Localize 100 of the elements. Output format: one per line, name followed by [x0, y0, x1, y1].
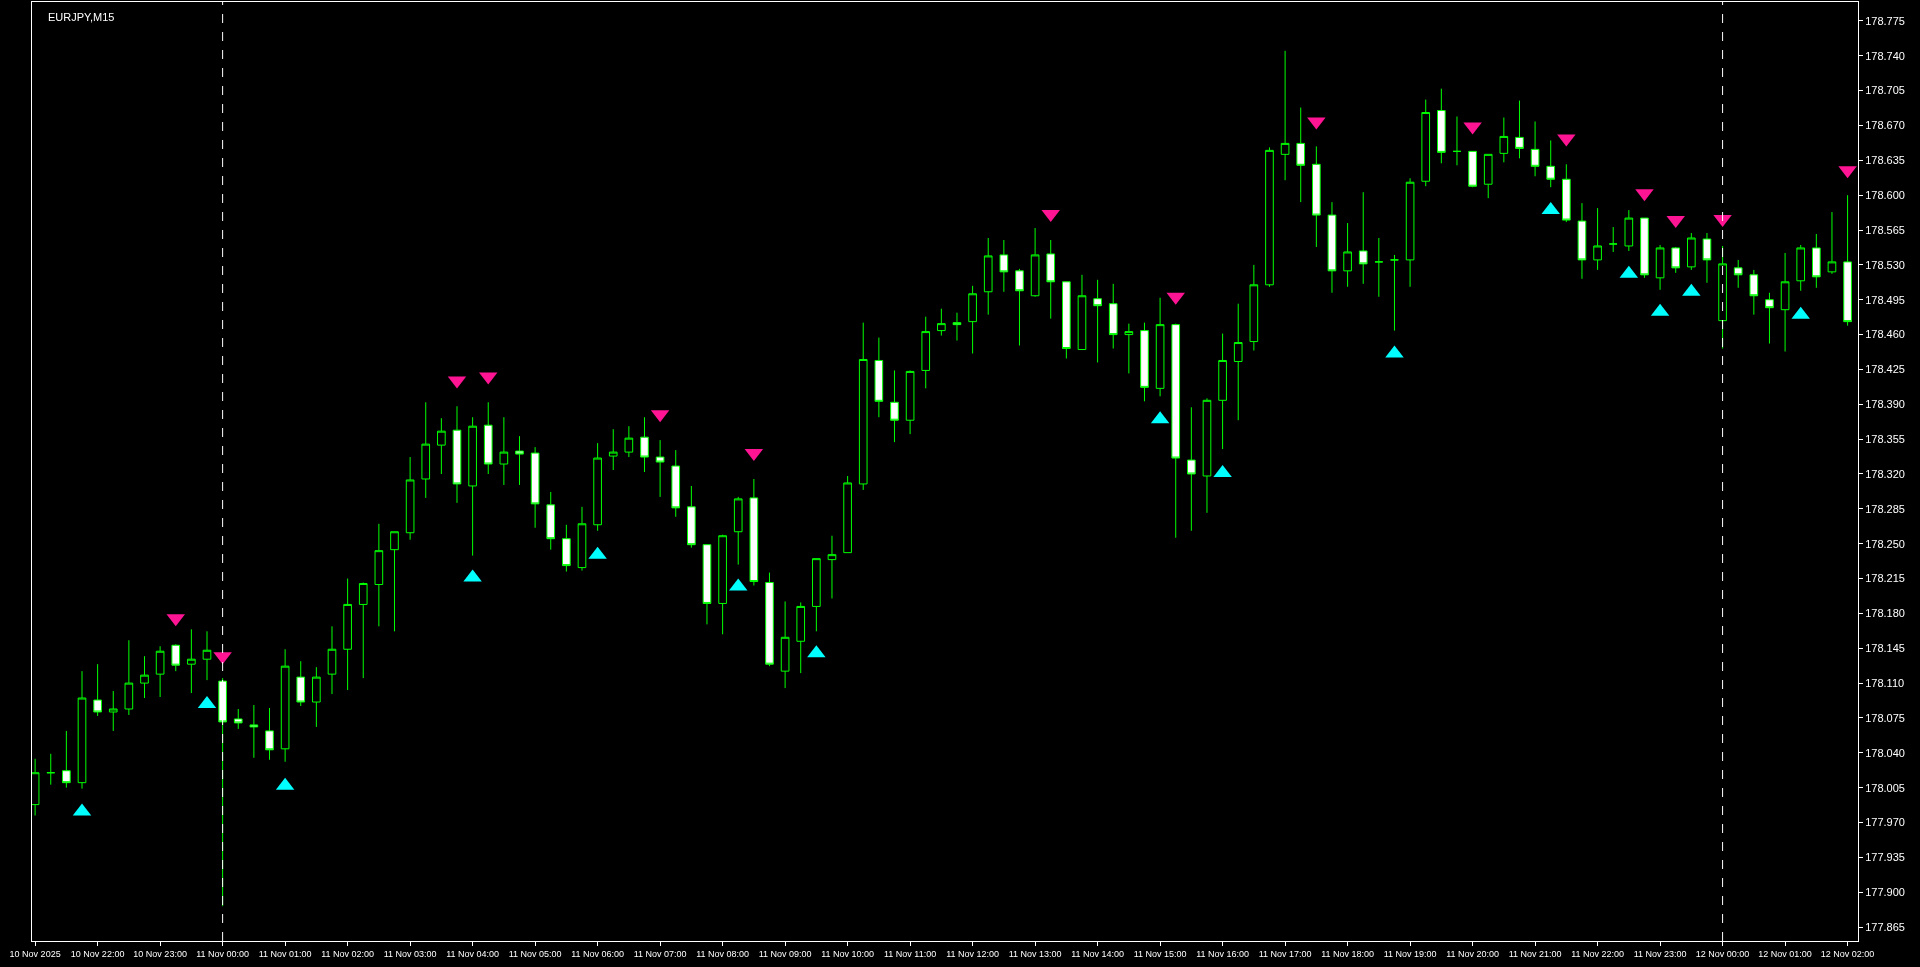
candlestick: [1358, 191, 1368, 285]
candlestick: [327, 625, 337, 695]
x-tick-label: 11 Nov 02:00: [321, 948, 375, 959]
y-tick-label: 178.425: [1865, 363, 1905, 376]
y-tick-label: 178.215: [1865, 572, 1905, 585]
candlestick: [718, 534, 727, 635]
candlestick: [1405, 177, 1415, 288]
candlestick: [1108, 283, 1118, 350]
candlestick: [952, 312, 962, 342]
candlestick: [874, 337, 884, 418]
candlestick: [593, 442, 602, 532]
candlestick: [1280, 50, 1290, 181]
candlestick: [1374, 237, 1384, 298]
candlestick: [812, 558, 821, 632]
candlestick: [483, 401, 493, 475]
y-tick-label: 178.635: [1865, 154, 1905, 167]
x-tick-label: 11 Nov 19:00: [1383, 948, 1437, 959]
candlestick: [1624, 209, 1634, 252]
y-tick-label: 178.775: [1865, 14, 1905, 27]
y-tick-label: 177.900: [1865, 886, 1905, 899]
x-tick-label: 11 Nov 21:00: [1508, 948, 1562, 959]
x-tick-label: 11 Nov 08:00: [696, 948, 750, 959]
candlestick: [640, 416, 649, 473]
candlestick: [546, 491, 556, 551]
candlestick: [280, 648, 290, 763]
candlestick: [671, 449, 681, 518]
candlestick: [1187, 406, 1196, 532]
candlestick: [1218, 333, 1227, 450]
x-tick-label: 12 Nov 01:00: [1758, 948, 1812, 959]
candlestick: [77, 670, 87, 790]
y-tick-label: 178.390: [1865, 398, 1905, 411]
candlestick: [1312, 145, 1321, 248]
candlestick: [624, 425, 634, 458]
x-tick-label: 11 Nov 18:00: [1321, 948, 1375, 959]
candlestick: [1655, 244, 1665, 291]
x-tick-label: 11 Nov 13:00: [1008, 948, 1062, 959]
candlestick: [1733, 259, 1743, 289]
x-tick-label: 11 Nov 05:00: [508, 948, 562, 959]
candlestick: [1343, 222, 1352, 288]
candlestick: [468, 416, 477, 557]
candlestick: [1812, 233, 1821, 289]
y-tick-label: 178.250: [1865, 537, 1905, 550]
candlestick: [530, 446, 540, 529]
candlestick: [1171, 323, 1181, 539]
candlestick: [905, 369, 915, 435]
y-tick-label: 178.565: [1865, 223, 1905, 236]
candlestick: [233, 708, 243, 730]
candlestick: [702, 544, 712, 625]
candlestick: [452, 405, 462, 504]
candlestick: [655, 439, 665, 498]
x-tick-label: 11 Nov 15:00: [1133, 948, 1187, 959]
y-tick-label: 178.355: [1865, 432, 1905, 445]
candlestick: [780, 600, 790, 689]
candlestick: [1827, 211, 1837, 275]
candlestick: [1780, 252, 1790, 353]
candlestick: [1327, 201, 1337, 294]
x-tick-label: 11 Nov 07:00: [633, 948, 687, 959]
candlestick: [1249, 264, 1259, 352]
y-tick-label: 177.865: [1865, 920, 1905, 933]
candlestick: [374, 523, 384, 627]
candlestick: [1765, 292, 1774, 345]
candlestick: [921, 316, 931, 389]
candlestick: [1546, 139, 1556, 188]
candlestick: [1608, 226, 1618, 253]
candlestick: [1046, 239, 1056, 320]
candlestick: [312, 666, 321, 728]
candlestick: [749, 478, 759, 587]
candlestick: [46, 753, 56, 786]
candlestick: [1202, 397, 1212, 514]
candlestick: [1390, 254, 1399, 332]
candlestick: [108, 690, 118, 732]
candlestick: [1077, 274, 1087, 351]
candlestick: [937, 308, 946, 337]
x-tick-label: 10 Nov 2025: [9, 948, 61, 959]
candlestick: [999, 239, 1009, 293]
y-tick-label: 178.180: [1865, 607, 1905, 620]
x-tick-label: 11 Nov 09:00: [758, 948, 812, 959]
candlestick: [1437, 88, 1446, 164]
candlestick: [1015, 268, 1024, 347]
y-tick-label: 178.075: [1865, 711, 1905, 724]
candlestick: [1577, 202, 1587, 280]
candlestick: [187, 628, 196, 694]
y-tick-label: 178.040: [1865, 746, 1905, 759]
candlestick: [1640, 217, 1649, 279]
candlestick: [796, 601, 806, 674]
candlestick: [1062, 281, 1071, 359]
candlestick: [124, 639, 134, 716]
candlestick: [140, 655, 149, 699]
x-tick-label: 11 Nov 11:00: [884, 948, 937, 959]
x-tick-label: 11 Nov 23:00: [1633, 948, 1687, 959]
candlestick: [983, 237, 993, 316]
y-tick-label: 178.005: [1865, 781, 1905, 794]
candlestick: [827, 535, 837, 599]
candlestick: [1515, 100, 1524, 159]
candlestick: [202, 630, 212, 681]
candlestick: [1671, 246, 1681, 274]
x-tick-label: 10 Nov 23:00: [133, 948, 187, 959]
candlestick: [155, 645, 165, 698]
candlestick: [171, 643, 181, 672]
x-tick-label: 11 Nov 04:00: [446, 948, 500, 959]
